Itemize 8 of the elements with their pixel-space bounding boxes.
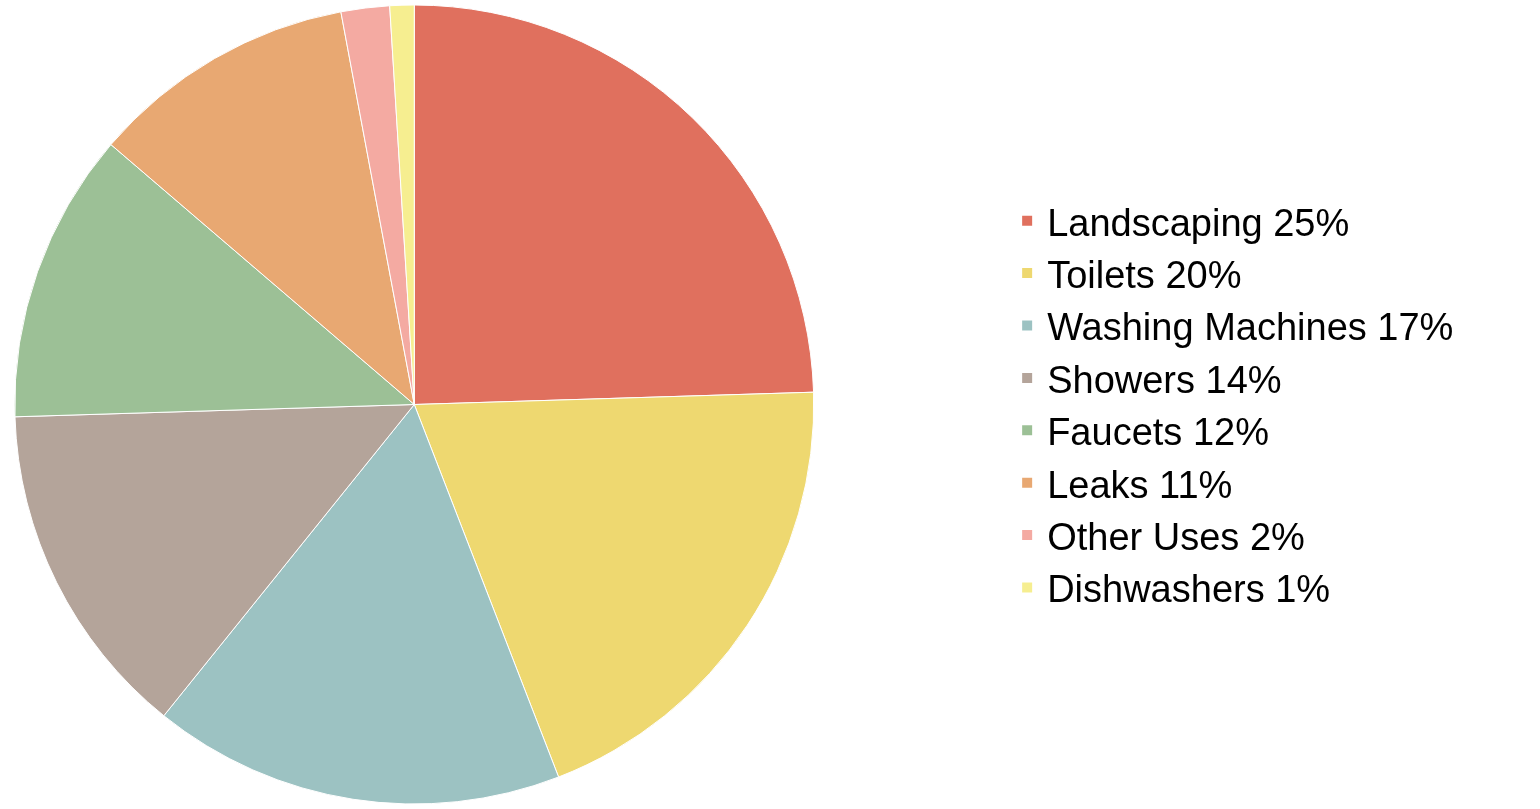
legend-label: Other Uses 2% xyxy=(1047,515,1305,558)
legend-label: Washing Machines 17% xyxy=(1047,306,1454,349)
legend-label: Dishwashers 1% xyxy=(1047,568,1331,611)
legend-label: Toilets 20% xyxy=(1047,253,1242,296)
legend-label: Faucets 12% xyxy=(1047,411,1269,454)
legend-label: Landscaping 25% xyxy=(1047,201,1350,244)
legend-label: Leaks 11% xyxy=(1047,463,1233,506)
legend-label: Showers 14% xyxy=(1047,358,1282,401)
